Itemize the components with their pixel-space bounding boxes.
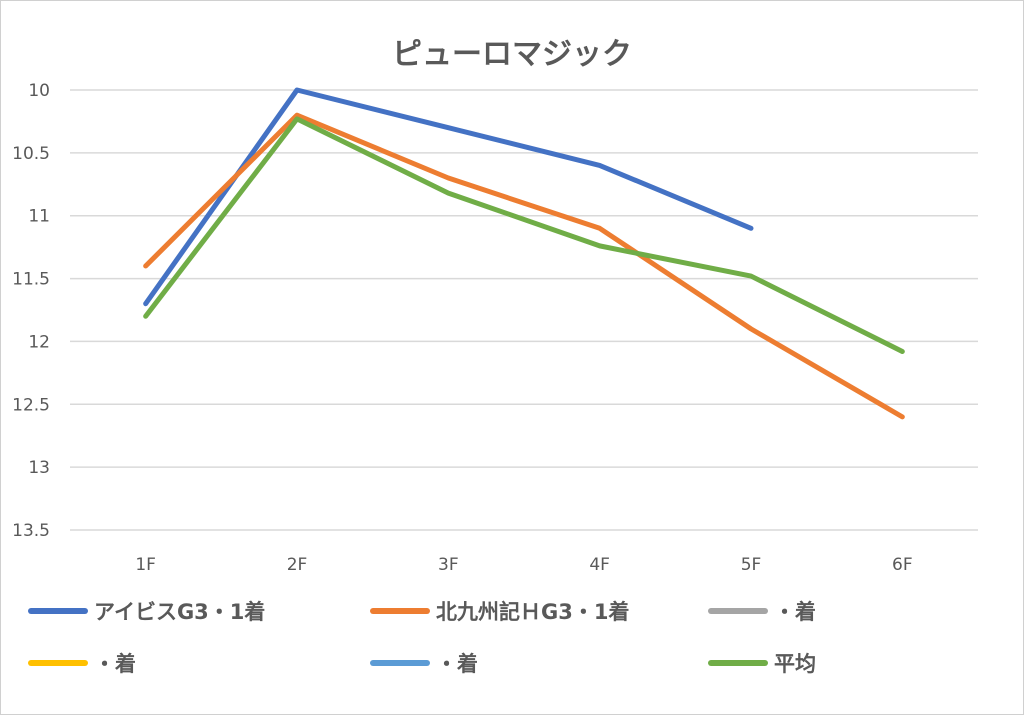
y-tick-label: 11 [28,207,50,227]
legend-swatch [708,608,768,614]
legend-label: 北九州記ＨG3・1着 [436,600,630,624]
legend-swatch [370,660,430,666]
x-tick-label: 6F [892,555,913,575]
series-line-0 [143,87,754,307]
y-tick-label: 12 [28,332,50,352]
x-tick-label: 3F [438,555,459,575]
chart-title: ピューロマジック [392,37,632,72]
series-line-1 [143,112,905,420]
legend-swatch [28,660,88,666]
legend-swatch [370,608,430,614]
legend-swatch [28,608,88,614]
y-tick-label: 10.5 [12,144,50,164]
legend-swatch [708,660,768,666]
y-tick-label: 12.5 [12,395,50,415]
x-tick-label: 2F [287,555,308,575]
legend-item: ・着 [28,648,136,678]
x-tick-label: 1F [135,555,156,575]
x-tick-label: 5F [741,555,762,575]
legend-label: ・着 [94,652,136,676]
legend-item: ・着 [370,648,478,678]
legend-item: アイビスG3・1着 [28,596,265,626]
legend-label: ・着 [436,652,478,676]
x-tick-label: 4F [589,555,610,575]
y-tick-label: 10 [28,81,50,101]
legend-label: アイビスG3・1着 [94,600,266,624]
y-tick-label: 13 [28,458,50,478]
legend-item: 北九州記ＨG3・1着 [370,596,629,626]
series-line-5 [143,116,905,354]
y-tick-label: 11.5 [12,270,50,290]
y-tick-label: 13.5 [12,521,50,541]
legend-item: 平均 [708,648,816,678]
legend-label: 平均 [774,652,816,676]
legend-item: ・着 [708,596,816,626]
legend-label: ・着 [774,600,816,624]
